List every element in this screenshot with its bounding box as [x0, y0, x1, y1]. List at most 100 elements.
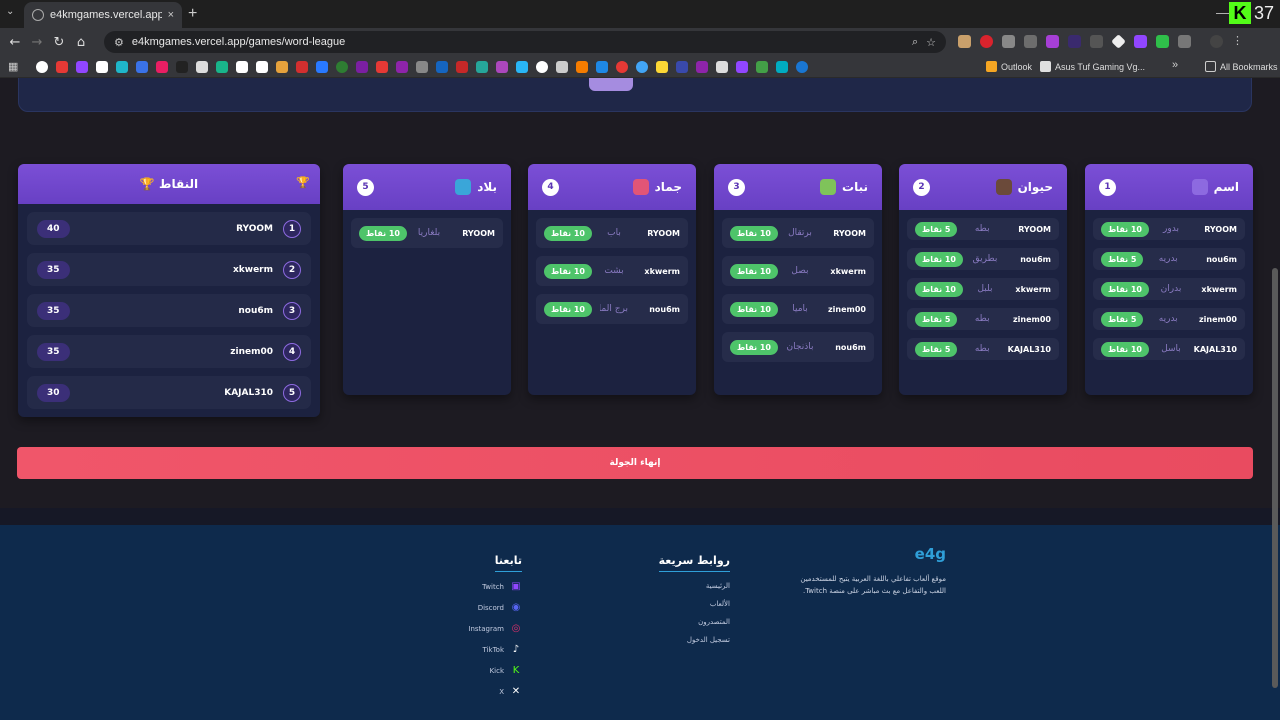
home-icon[interactable]: ⌂ — [76, 34, 86, 50]
bookmark-icon[interactable] — [356, 61, 368, 73]
bookmark-icon[interactable] — [516, 61, 528, 73]
footer-link[interactable]: الرئيسية — [705, 582, 730, 590]
forward-icon[interactable]: → — [31, 34, 43, 50]
site-info-icon[interactable]: ⚙ — [114, 36, 124, 49]
bookmark-icon[interactable] — [676, 61, 688, 73]
answer-points-badge[interactable]: 10 نقاط — [730, 301, 778, 317]
extension-icon[interactable] — [1046, 35, 1059, 48]
bookmark-icon[interactable] — [176, 61, 188, 73]
bookmark-icon[interactable] — [696, 61, 708, 73]
browser-tab[interactable]: e4kmgames.vercel.app/games/ × — [24, 2, 182, 28]
more-bookmarks-icon[interactable]: » — [1172, 59, 1179, 71]
bookmark-icon[interactable] — [756, 61, 768, 73]
social-link[interactable]: Instagram ◎ — [440, 622, 522, 635]
bookmark-icon[interactable] — [576, 61, 588, 73]
bookmark-icon[interactable] — [76, 61, 88, 73]
extension-icon[interactable] — [1111, 34, 1126, 49]
bookmark-icon[interactable] — [96, 61, 108, 73]
collapse-tab-button[interactable] — [589, 78, 633, 91]
answer-points-badge[interactable]: 10 نقاط — [1101, 341, 1149, 357]
new-tab-button[interactable]: + — [188, 5, 198, 22]
back-icon[interactable]: ← — [9, 34, 21, 50]
bookmark-icon[interactable] — [156, 61, 168, 73]
bookmark-asus[interactable]: Asus Tuf Gaming Vg... — [1040, 61, 1145, 72]
bookmark-icon[interactable] — [416, 61, 428, 73]
extension-icon[interactable] — [1156, 35, 1169, 48]
bookmark-icon[interactable] — [476, 61, 488, 73]
bookmark-icon[interactable] — [556, 61, 568, 73]
bookmark-icon[interactable] — [776, 61, 788, 73]
bookmark-icon[interactable] — [636, 61, 648, 73]
end-round-button[interactable]: إنهاء الجولة — [17, 447, 1253, 479]
answer-points-badge[interactable]: 10 نقاط — [359, 225, 407, 241]
zoom-icon[interactable]: ⌕ — [911, 35, 919, 48]
extension-icon[interactable] — [980, 35, 993, 48]
extensions-puzzle-icon[interactable] — [1178, 35, 1191, 48]
extension-icon[interactable] — [1134, 35, 1147, 48]
bookmark-icon[interactable] — [736, 61, 748, 73]
bookmark-icon[interactable] — [456, 61, 468, 73]
tab-close-icon[interactable]: × — [167, 9, 174, 21]
bookmark-icon[interactable] — [276, 61, 288, 73]
minimize-icon[interactable]: — — [1216, 4, 1230, 20]
bookmark-icon[interactable] — [196, 61, 208, 73]
footer-link[interactable]: تسجيل الدخول — [686, 636, 730, 644]
footer-link[interactable]: المتصدرون — [698, 618, 730, 626]
bookmark-icon[interactable] — [296, 61, 308, 73]
bookmark-icon[interactable] — [496, 61, 508, 73]
extension-icon[interactable] — [1068, 35, 1081, 48]
bookmark-icon[interactable] — [376, 61, 388, 73]
bookmark-icon[interactable] — [656, 61, 668, 73]
answer-points-badge[interactable]: 5 نقاط — [915, 311, 958, 327]
all-bookmarks[interactable]: All Bookmarks — [1205, 61, 1278, 72]
menu-kebab-icon[interactable]: ⋮ — [1232, 34, 1243, 47]
bookmark-icon[interactable] — [36, 61, 48, 73]
bookmark-icon[interactable] — [236, 61, 248, 73]
bookmark-icon[interactable] — [396, 61, 408, 73]
social-link[interactable]: Discord ◉ — [440, 601, 522, 614]
bookmark-icon[interactable] — [336, 61, 348, 73]
answer-points-badge[interactable]: 5 نقاط — [1101, 311, 1144, 327]
address-bar[interactable]: ⚙ e4kmgames.vercel.app/games/word-league… — [104, 31, 946, 53]
page-scrollbar[interactable] — [1272, 268, 1278, 688]
bookmark-star-icon[interactable]: ☆ — [926, 36, 936, 49]
extension-icon[interactable] — [1002, 35, 1015, 48]
profile-avatar-icon[interactable] — [1210, 35, 1223, 48]
answer-points-badge[interactable]: 5 نقاط — [1101, 251, 1144, 267]
bookmark-icon[interactable] — [716, 61, 728, 73]
answer-points-badge[interactable]: 10 نقاط — [1101, 281, 1149, 297]
bookmark-icon[interactable] — [316, 61, 328, 73]
answer-points-badge[interactable]: 5 نقاط — [915, 221, 958, 237]
social-link[interactable]: Kick K — [440, 664, 522, 677]
bookmark-icon[interactable] — [136, 61, 148, 73]
bookmark-icon[interactable] — [596, 61, 608, 73]
answer-points-badge[interactable]: 10 نقاط — [1101, 221, 1149, 237]
social-link[interactable]: X ✕ — [440, 685, 522, 698]
reload-icon[interactable]: ↻ — [53, 34, 65, 50]
extension-icon[interactable] — [958, 35, 971, 48]
answer-points-badge[interactable]: 10 نقاط — [915, 281, 963, 297]
bookmark-icon[interactable] — [256, 61, 268, 73]
bookmark-icon[interactable] — [56, 61, 68, 73]
answer-points-badge[interactable]: 10 نقاط — [730, 339, 778, 355]
footer-link[interactable]: الألعاب — [709, 600, 730, 608]
answer-points-badge[interactable]: 10 نقاط — [544, 301, 592, 317]
apps-grid-icon[interactable]: ▦ — [8, 61, 19, 73]
answer-points-badge[interactable]: 10 نقاط — [915, 251, 963, 267]
bookmark-icon[interactable] — [616, 61, 628, 73]
mute-icon[interactable] — [1090, 35, 1103, 48]
social-link[interactable]: Twitch ▣ — [440, 580, 522, 593]
bookmark-icon[interactable] — [536, 61, 548, 73]
answer-points-badge[interactable]: 10 نقاط — [730, 263, 778, 279]
social-link[interactable]: TikTok ♪ — [440, 643, 522, 656]
bookmark-icon[interactable] — [116, 61, 128, 73]
bookmark-outlook[interactable]: Outlook — [986, 61, 1032, 72]
answer-points-badge[interactable]: 10 نقاط — [544, 263, 592, 279]
tab-search-icon[interactable]: ⌄ — [6, 6, 15, 17]
bookmark-icon[interactable] — [796, 61, 808, 73]
answer-points-badge[interactable]: 10 نقاط — [730, 225, 778, 241]
bookmark-icon[interactable] — [216, 61, 228, 73]
answer-points-badge[interactable]: 5 نقاط — [915, 341, 958, 357]
extension-icon[interactable] — [1024, 35, 1037, 48]
answer-points-badge[interactable]: 10 نقاط — [544, 225, 592, 241]
